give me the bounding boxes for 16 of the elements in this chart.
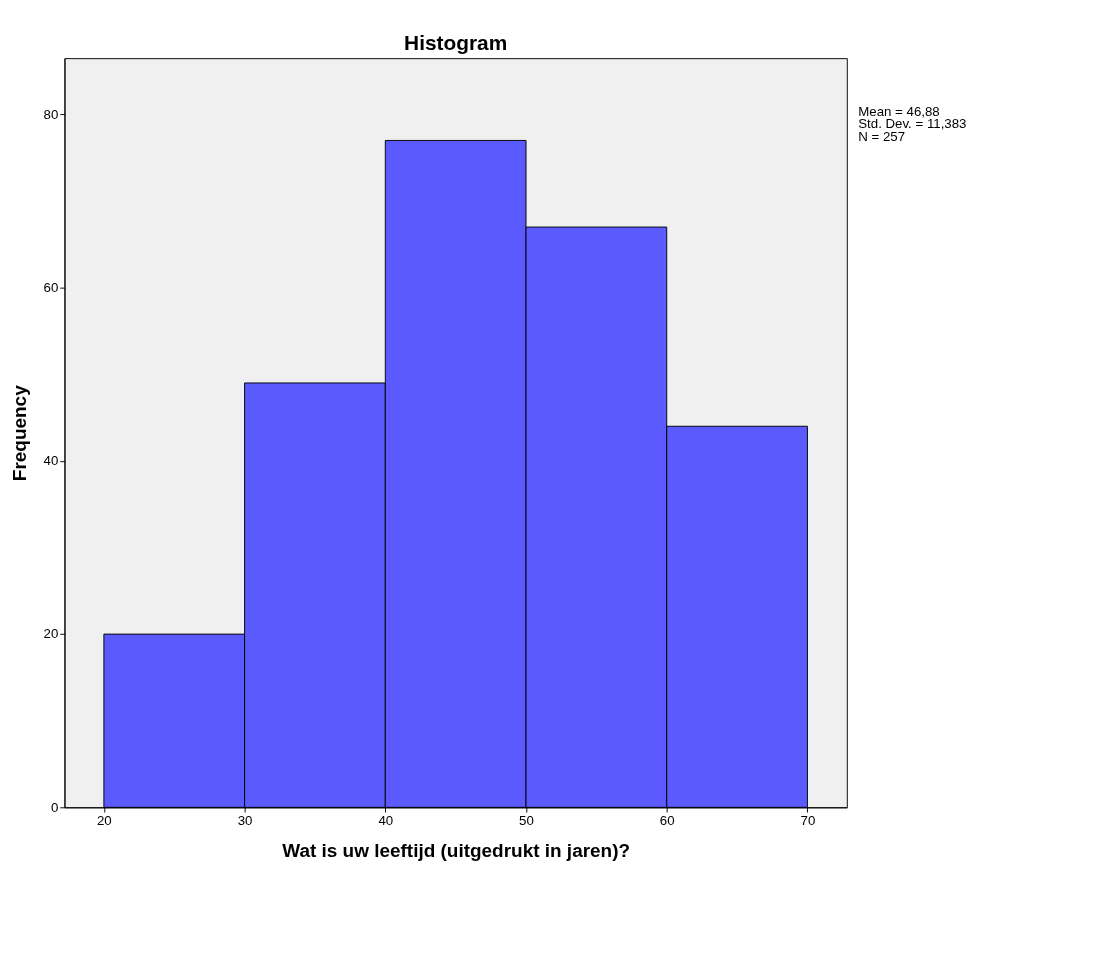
x-tick-label: 30 xyxy=(237,812,253,828)
x-tick-label: 20 xyxy=(96,812,112,828)
y-tick-label: 60 xyxy=(43,279,59,295)
y-tick-label: 20 xyxy=(43,626,59,642)
text: N = 257 xyxy=(858,128,906,144)
text: Mean = 46,88 xyxy=(858,104,940,120)
y-tick-label: 40 xyxy=(43,453,59,469)
x-tick-label: 60 xyxy=(659,812,675,828)
y-tick-label: 0 xyxy=(50,799,59,815)
chart-title: Histogram xyxy=(404,30,508,54)
x-tick-label: 50 xyxy=(519,812,534,828)
x-axis-title: Wat is uw leeftijd (uitgedrukt in jaren)? xyxy=(282,840,631,862)
y-tick-label: 80 xyxy=(43,106,59,122)
y-axis-title: Frequency xyxy=(8,384,30,482)
x-tick-label: 70 xyxy=(800,812,816,828)
x-tick-label: 40 xyxy=(378,812,394,828)
